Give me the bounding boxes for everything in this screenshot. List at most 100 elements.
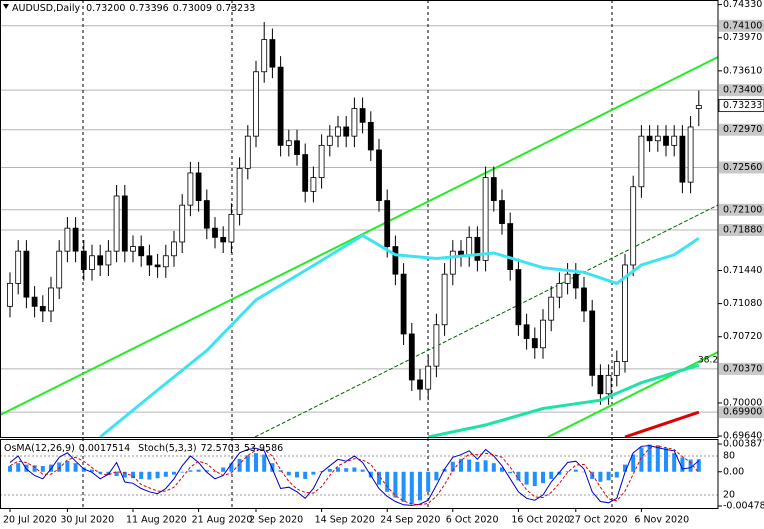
osma-bar: [65, 461, 70, 472]
candle-body: [179, 204, 186, 243]
candle-body: [408, 333, 415, 381]
y-tick-label: 0.0038774: [723, 439, 764, 450]
y-tick-label: 0.73610: [723, 65, 762, 76]
title-high: 0.73396: [129, 3, 168, 14]
candle-body: [269, 39, 276, 68]
osma-bar: [106, 471, 111, 475]
moving-average: [624, 410, 700, 437]
candle-body: [376, 149, 382, 201]
candle-body: [113, 195, 120, 252]
osma-bar: [319, 471, 324, 472]
stoch-name: Stoch(5,3,3): [138, 443, 196, 454]
candle-body: [7, 282, 13, 307]
grid-layer: [0, 25, 718, 496]
level-label: 0.72560: [723, 162, 762, 173]
candle-body: [540, 319, 546, 349]
osma-bar: [221, 467, 226, 472]
osma-bar: [664, 448, 668, 472]
stoch-signal-value: 53.9586: [244, 443, 283, 454]
osma-bar: [360, 469, 365, 472]
osma-bar: [229, 463, 234, 472]
oscillator-plot: [8, 444, 701, 506]
osma-bar: [483, 460, 488, 472]
y-tick-label: 0.69640: [723, 431, 762, 442]
osma-bar: [614, 471, 619, 478]
osma-name: OsMA(12,26,9): [4, 443, 75, 454]
osma-bar: [639, 447, 644, 472]
candle-body: [466, 236, 473, 257]
osma-bar: [90, 469, 94, 472]
axes: 0.74330 0.73970 0.73610 0.71440 0.71080 0.707…: [3, 0, 764, 526]
candle-body: [638, 135, 645, 188]
osma-bar: [204, 470, 209, 472]
osma-bar: [582, 471, 586, 473]
candle-body: [548, 296, 555, 321]
candle-body: [433, 324, 440, 367]
osma-bar: [385, 471, 390, 492]
osma-bar: [295, 471, 299, 478]
level-box: [719, 123, 764, 136]
candle-body: [171, 241, 177, 257]
candle-body: [531, 338, 538, 349]
candle-body: [97, 255, 104, 266]
osma-bar: [254, 453, 258, 472]
candle-body: [695, 105, 702, 109]
osma-bar: [139, 471, 144, 479]
level-label: 0.70370: [723, 363, 762, 374]
candle-body: [425, 365, 432, 390]
y2-tick-label: 20: [723, 490, 735, 501]
candle-body: [523, 324, 530, 339]
stoch-line: [9, 445, 700, 506]
title-symbol: AUDUSD,Daily: [12, 3, 81, 14]
candle-body: [89, 255, 95, 270]
candle-body: [162, 255, 169, 268]
candle-body: [130, 246, 136, 252]
level-box: [719, 19, 764, 32]
candle-body: [212, 227, 218, 238]
candle-body: [15, 250, 22, 284]
level-label: 0.69900: [723, 407, 762, 418]
osma-bar: [696, 459, 701, 472]
osma-bar: [532, 471, 537, 487]
candle-body: [630, 186, 637, 266]
osma-bar: [327, 468, 332, 472]
y-tick-label: 0.73970: [723, 32, 762, 43]
candle-body: [441, 273, 448, 326]
oscillator-title: OsMA(12,26,9) 0.0017514 Stoch(5,3,3) 72.570…: [4, 443, 283, 454]
osma-bar: [508, 471, 513, 474]
moving-average: [99, 233, 700, 437]
osma-bar: [655, 445, 660, 472]
y-tick-label: -0.004782: [723, 501, 764, 512]
candle-body: [80, 250, 87, 270]
osma-bar: [557, 471, 562, 475]
candle-body: [400, 273, 407, 335]
candle-body: [318, 144, 325, 178]
candle-body: [679, 135, 686, 183]
osma-bar: [163, 471, 168, 477]
osma-bar: [32, 465, 37, 472]
candle-body: [384, 200, 391, 247]
osma-bar: [98, 471, 103, 474]
osma-bar: [565, 471, 570, 472]
osma-bar: [57, 462, 62, 472]
chart-title: AUDUSD,Daily 0.73200 0.73396 0.73009 0.73233: [12, 3, 255, 14]
level-label: 0.74100: [723, 20, 762, 31]
osma-bar: [524, 471, 529, 485]
price-frame: [0, 0, 719, 438]
osma-bar: [245, 455, 250, 472]
x-tick-label: 16 Oct 2020: [511, 515, 570, 526]
osma-bar: [114, 471, 119, 477]
candle-body: [359, 108, 366, 123]
title-open: 0.73200: [86, 3, 125, 14]
candle-body: [663, 135, 669, 146]
candle-body: [622, 264, 628, 362]
candle-body: [449, 250, 456, 275]
candle-body: [261, 39, 268, 73]
x-tick-label: 2 Sep 2020: [249, 515, 303, 526]
osma-bar: [155, 471, 160, 479]
candle-body: [56, 250, 63, 289]
candle-body: [154, 264, 161, 268]
osma-bar: [442, 468, 447, 472]
